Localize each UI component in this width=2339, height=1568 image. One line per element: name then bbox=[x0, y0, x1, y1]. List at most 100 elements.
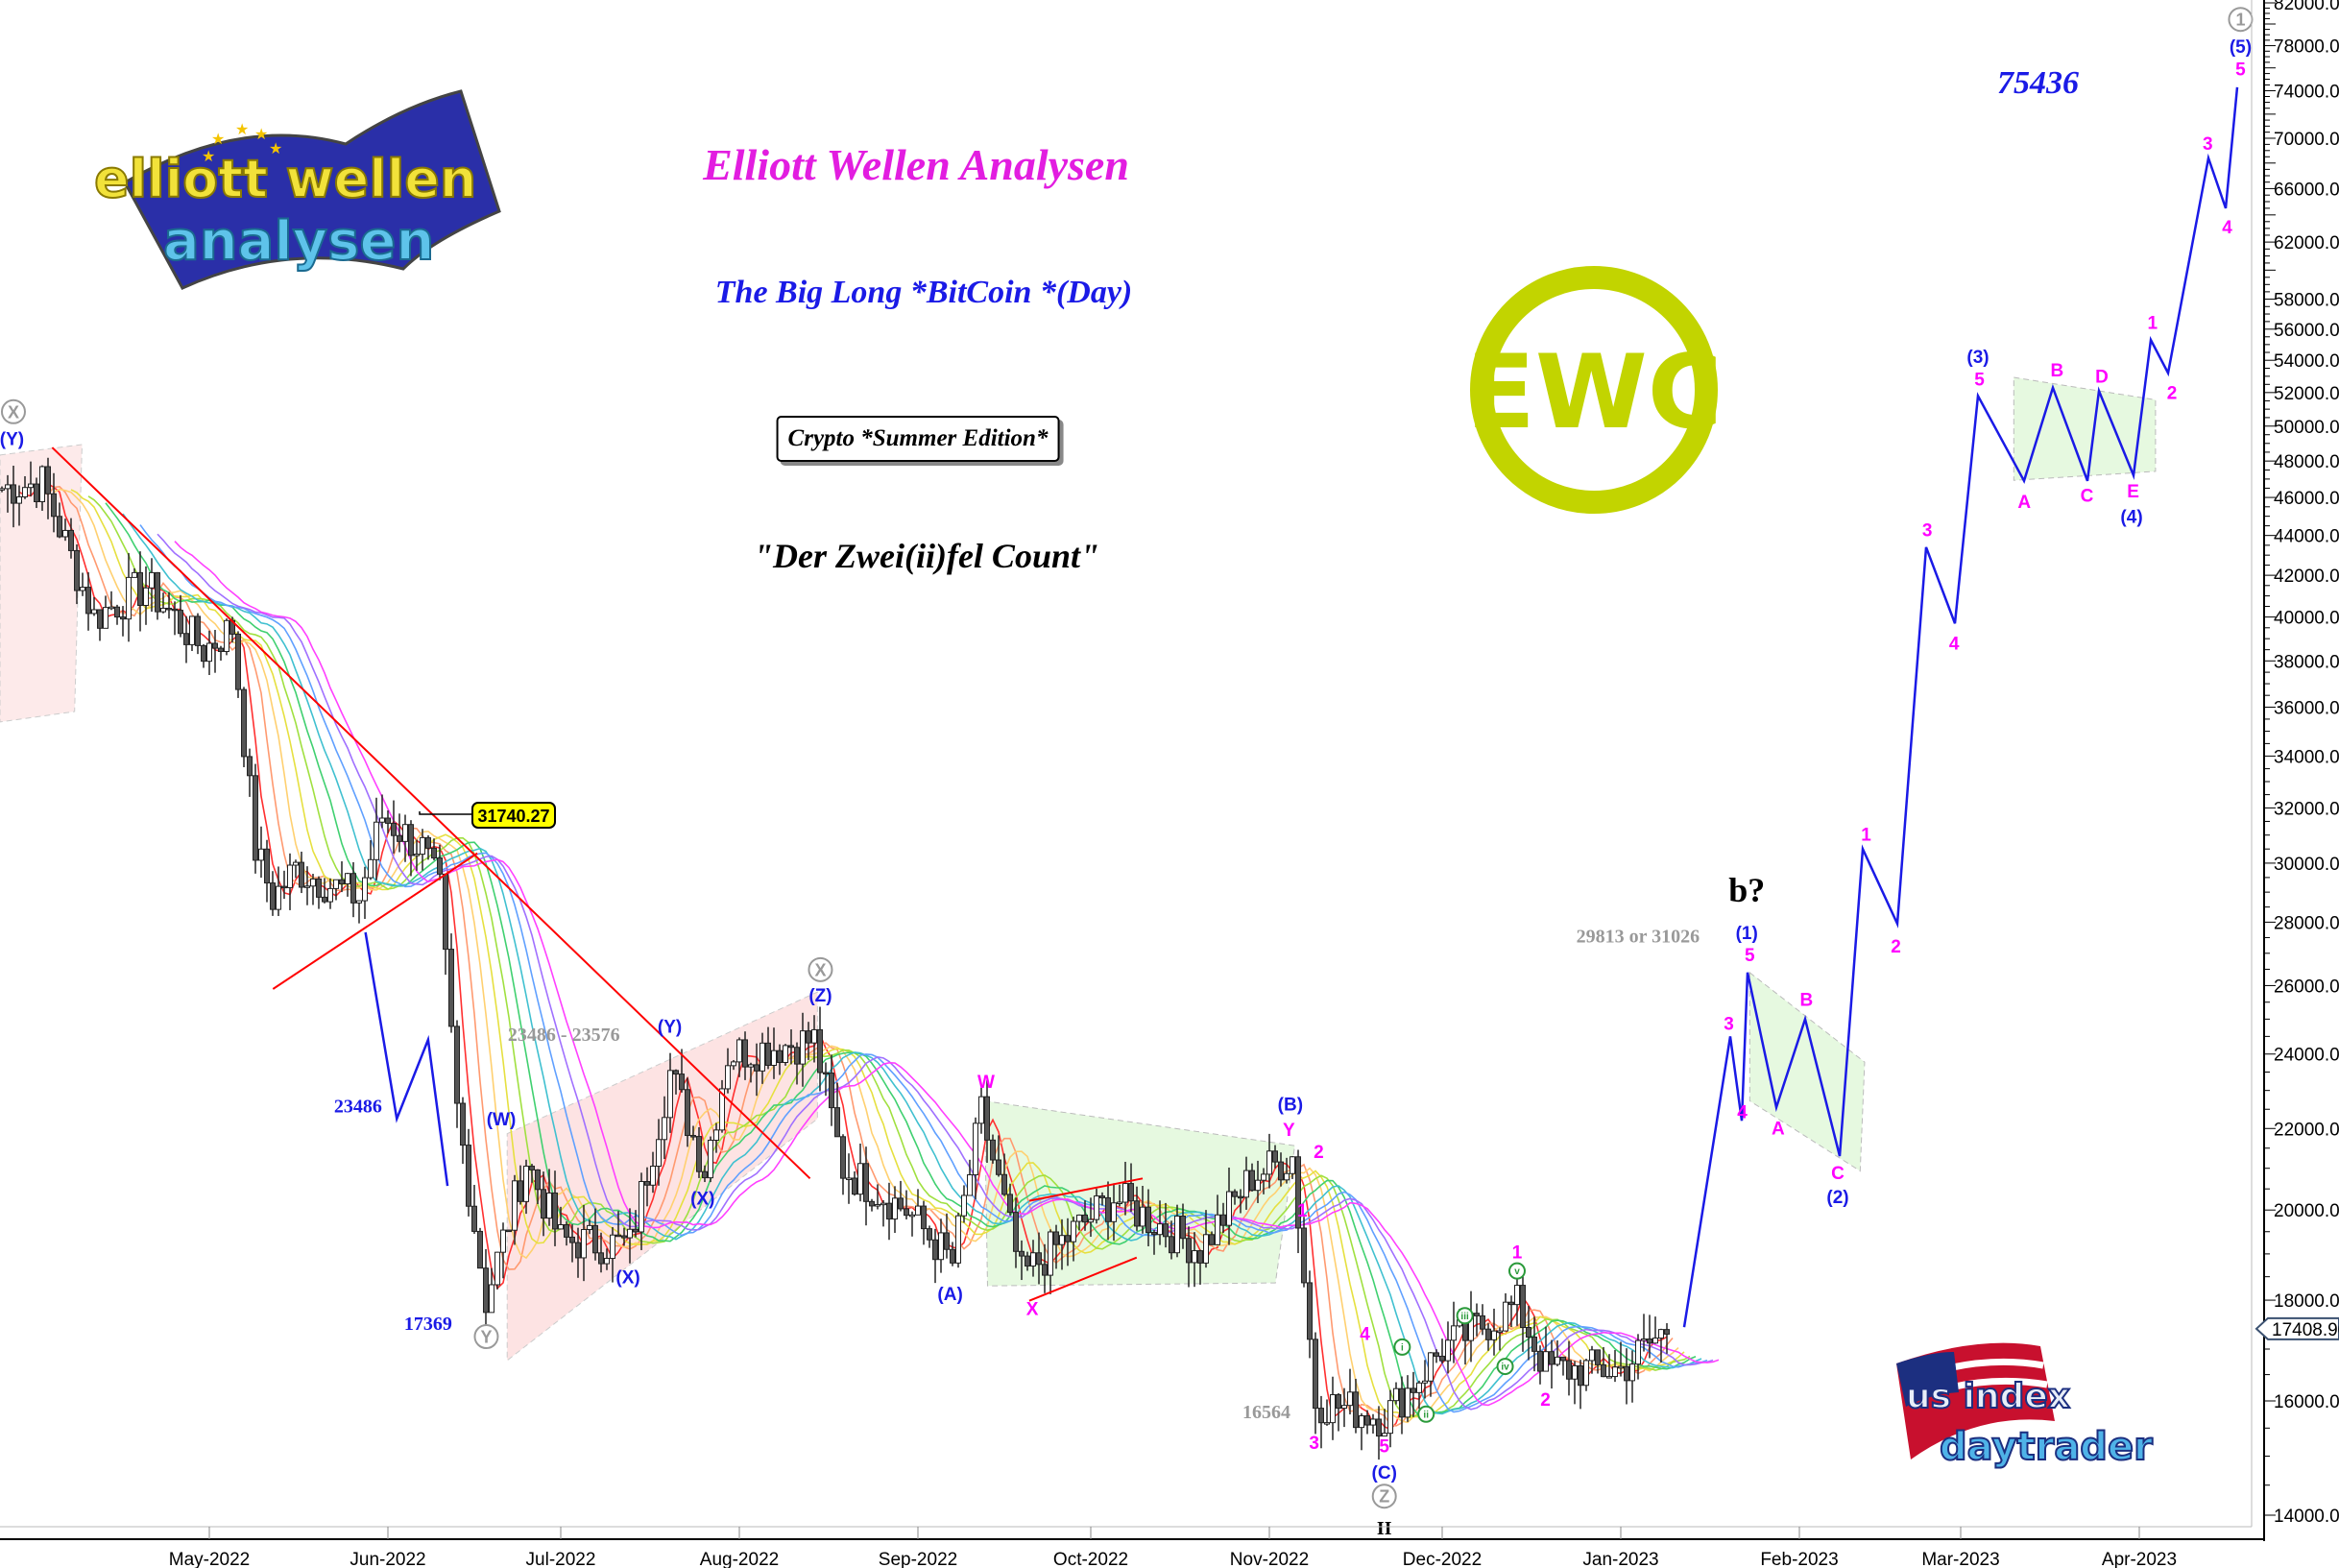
candle-body bbox=[1197, 1250, 1203, 1264]
candle-body bbox=[425, 836, 431, 849]
candle-body bbox=[235, 633, 241, 690]
wave-circle-icon bbox=[1371, 1484, 1397, 1509]
blue-wave-path bbox=[364, 931, 449, 1187]
time-tick-label: Mar-2023 bbox=[1921, 1550, 1999, 1568]
wave-label: ii bbox=[1417, 1405, 1435, 1423]
candle-body bbox=[857, 1163, 863, 1195]
candle-body bbox=[51, 493, 57, 518]
candle-body bbox=[281, 885, 287, 889]
wave-label-text: 3 bbox=[1724, 1015, 1734, 1035]
candle-body bbox=[1560, 1356, 1566, 1362]
wave-label: 5 bbox=[1745, 946, 1755, 966]
candle-body bbox=[270, 882, 276, 910]
time-tick-label: Oct-2022 bbox=[1053, 1550, 1128, 1568]
svg-text:★: ★ bbox=[202, 149, 215, 165]
candle-body bbox=[662, 1117, 667, 1141]
candle-body bbox=[327, 887, 333, 903]
candle-body bbox=[1485, 1328, 1491, 1340]
candle-body bbox=[1111, 1202, 1117, 1222]
wave-label: 2 bbox=[1314, 1143, 1324, 1163]
candle-body bbox=[310, 878, 316, 887]
candle-body bbox=[304, 885, 310, 888]
candle-body bbox=[834, 1107, 840, 1138]
candle-body bbox=[1065, 1235, 1071, 1242]
wave-label: 5 bbox=[1379, 1436, 1389, 1457]
candle-body bbox=[385, 817, 391, 824]
wave-label-text: 5 bbox=[1974, 370, 1985, 390]
candle-body bbox=[1422, 1380, 1428, 1384]
wave-label: i bbox=[1393, 1338, 1411, 1356]
candle-body bbox=[1416, 1382, 1422, 1393]
wave-circle-icon bbox=[808, 956, 833, 982]
candle-body bbox=[892, 1197, 898, 1220]
wave-label: C bbox=[2081, 487, 2094, 507]
wave-label-text: 29813 or 31026 bbox=[1577, 926, 1700, 947]
candle-body bbox=[1117, 1201, 1122, 1205]
candle-body bbox=[932, 1239, 938, 1261]
price-tick-label: 22000.00 bbox=[2274, 1120, 2339, 1140]
candle-body bbox=[1301, 1227, 1307, 1284]
wave-label-text: (C) bbox=[1372, 1463, 1397, 1484]
candle-body bbox=[287, 864, 293, 888]
pink-channel bbox=[0, 444, 83, 723]
candle-body bbox=[702, 1170, 708, 1179]
candle-body bbox=[206, 642, 212, 663]
wave-label-text: Z bbox=[1379, 1487, 1389, 1507]
time-tick-label: Feb-2023 bbox=[1760, 1550, 1838, 1568]
candle-body bbox=[1099, 1195, 1105, 1198]
candle-body bbox=[1134, 1200, 1140, 1227]
candle-body bbox=[1480, 1315, 1485, 1330]
candle-body bbox=[1025, 1255, 1030, 1266]
time-tick-label: Dec-2022 bbox=[1403, 1550, 1482, 1568]
moving-average-line bbox=[105, 502, 1697, 1417]
candle-body bbox=[1042, 1264, 1048, 1276]
wave-label-text: D bbox=[2095, 367, 2109, 387]
candle-body bbox=[1169, 1236, 1174, 1254]
pink-channel bbox=[506, 991, 818, 1362]
wave-label-text: 5 bbox=[2235, 60, 2246, 80]
candle-body bbox=[777, 1049, 783, 1063]
moving-average-line bbox=[157, 533, 1714, 1411]
candle-body bbox=[800, 1030, 806, 1065]
candle-body bbox=[685, 1089, 690, 1137]
candle-body bbox=[212, 642, 218, 649]
candle-body bbox=[5, 484, 11, 490]
candle-body bbox=[1606, 1376, 1612, 1379]
wave-label: 17369 bbox=[404, 1314, 452, 1335]
candle-body bbox=[143, 587, 149, 606]
wave-label: B bbox=[2051, 361, 2064, 381]
candle-body bbox=[650, 1166, 656, 1186]
candle-body bbox=[247, 756, 253, 777]
wave-label-text: 23486 - 23576 bbox=[508, 1025, 620, 1046]
price-tick-label: 26000.00 bbox=[2274, 977, 2339, 997]
wave-label: 1 bbox=[1512, 1242, 1523, 1263]
candle-body bbox=[1284, 1172, 1290, 1181]
candle-body bbox=[1439, 1355, 1445, 1362]
candle-body bbox=[1209, 1234, 1215, 1245]
candle-body bbox=[863, 1163, 869, 1202]
wave-label-text: 5 bbox=[1379, 1436, 1389, 1457]
candle-body bbox=[172, 608, 178, 612]
time-tick-label: May-2022 bbox=[169, 1550, 251, 1568]
wave-label-text: 4 bbox=[1360, 1325, 1370, 1345]
candle-body bbox=[1658, 1329, 1664, 1339]
candle-body bbox=[160, 607, 166, 613]
candle-body bbox=[22, 487, 28, 497]
candle-body bbox=[1641, 1338, 1647, 1341]
candle-body bbox=[1192, 1250, 1197, 1264]
candle-body bbox=[339, 879, 345, 884]
candle-body bbox=[1324, 1422, 1330, 1425]
moving-average-line bbox=[122, 513, 1702, 1415]
candle-body bbox=[541, 1189, 546, 1219]
candle-body bbox=[731, 1061, 736, 1067]
candle-body bbox=[817, 1028, 823, 1073]
wave-label: 2 bbox=[1891, 937, 1901, 957]
candle-body bbox=[1013, 1212, 1019, 1252]
wave-label-text: 17369 bbox=[404, 1314, 452, 1335]
candle-body bbox=[218, 647, 224, 653]
candle-body bbox=[109, 606, 114, 610]
wave-label-text: 1 bbox=[1861, 825, 1871, 845]
time-tick-label: Jul-2022 bbox=[526, 1550, 596, 1568]
candle-body bbox=[114, 606, 120, 618]
moving-average-line bbox=[174, 541, 1720, 1407]
